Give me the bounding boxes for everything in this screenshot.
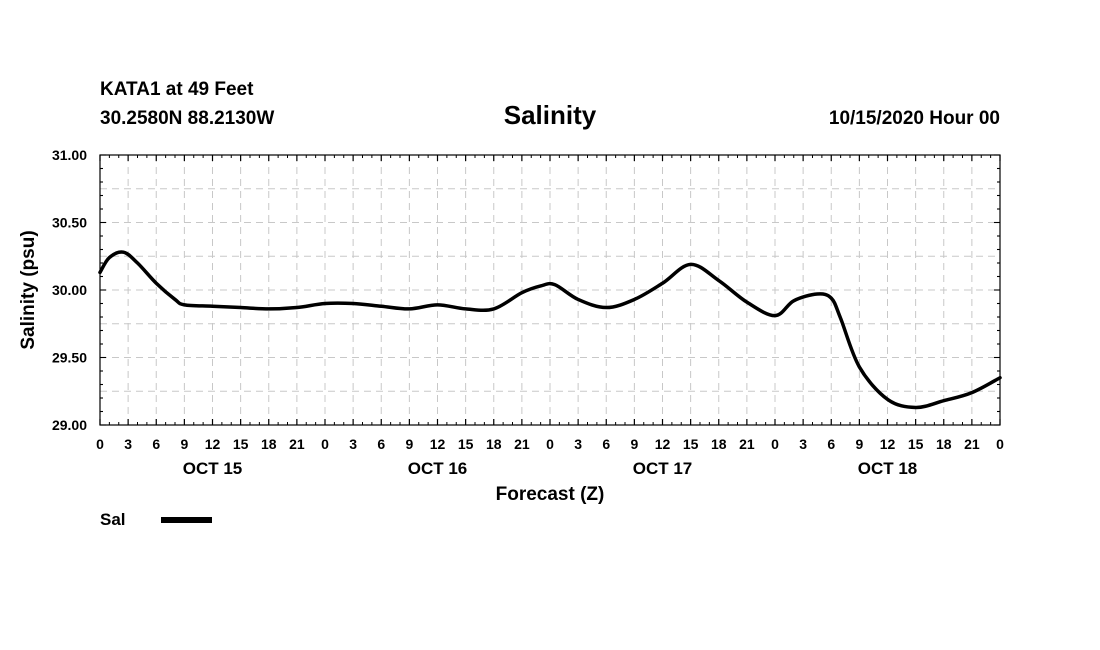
x-tick-label: 3 [124, 436, 132, 452]
day-label: OCT 16 [408, 459, 468, 478]
x-axis-title: Forecast (Z) [496, 484, 605, 505]
legend-label: Sal [100, 510, 126, 529]
x-tick-label: 9 [630, 436, 638, 452]
y-tick-label: 29.50 [52, 350, 87, 366]
x-tick-label: 21 [514, 436, 530, 452]
day-label: OCT 18 [858, 459, 918, 478]
x-tick-label: 6 [827, 436, 835, 452]
x-tick-label: 18 [261, 436, 277, 452]
x-tick-label: 18 [936, 436, 952, 452]
x-tick-label: 6 [377, 436, 385, 452]
y-tick-label: 31.00 [52, 147, 87, 163]
x-tick-label: 0 [546, 436, 554, 452]
axis-labels: 0 3 6 9 12 15 18 21 0 3 6 9 12 15 18 21 0 3 6 9 12 15 18 21 0 3 6 9… [52, 147, 1004, 478]
x-tick-label: 15 [683, 436, 699, 452]
x-tick-label: 3 [574, 436, 582, 452]
x-tick-label: 0 [771, 436, 779, 452]
coordinates-label: 30.2580N 88.2130W [100, 108, 274, 129]
x-tick-label: 12 [430, 436, 446, 452]
day-label: OCT 15 [183, 459, 243, 478]
y-axis-title: Salinity (psu) [18, 230, 39, 349]
x-tick-label: 12 [205, 436, 221, 452]
x-tick-label: 21 [964, 436, 980, 452]
forecast-datetime: 10/15/2020 Hour 00 [829, 108, 1000, 129]
x-tick-label: 6 [602, 436, 610, 452]
x-tick-label: 21 [739, 436, 755, 452]
legend: Sal [100, 510, 212, 529]
x-tick-label: 9 [180, 436, 188, 452]
x-tick-label: 18 [711, 436, 727, 452]
station-label: KATA1 at 49 Feet [100, 79, 254, 100]
x-tick-label: 18 [486, 436, 502, 452]
plot-area-frame [99, 154, 1001, 426]
x-tick-label: 12 [880, 436, 896, 452]
x-tick-label: 12 [655, 436, 671, 452]
x-tick-label: 0 [996, 436, 1004, 452]
x-tick-label: 9 [855, 436, 863, 452]
y-tick-label: 30.50 [52, 215, 87, 231]
day-label: OCT 17 [633, 459, 693, 478]
y-tick-label: 29.00 [52, 417, 87, 433]
x-tick-label: 21 [289, 436, 305, 452]
x-tick-label: 15 [908, 436, 924, 452]
x-tick-label: 3 [799, 436, 807, 452]
x-tick-label: 15 [458, 436, 474, 452]
series-line-sal [98, 250, 1002, 410]
y-tick-label: 30.00 [52, 282, 87, 298]
grid [100, 155, 1000, 425]
x-tick-label: 0 [321, 436, 329, 452]
chart-title: Salinity [504, 100, 597, 130]
x-tick-label: 3 [349, 436, 357, 452]
x-tick-label: 9 [405, 436, 413, 452]
x-tick-label: 15 [233, 436, 249, 452]
x-tick-label: 6 [152, 436, 160, 452]
x-tick-label: 0 [96, 436, 104, 452]
